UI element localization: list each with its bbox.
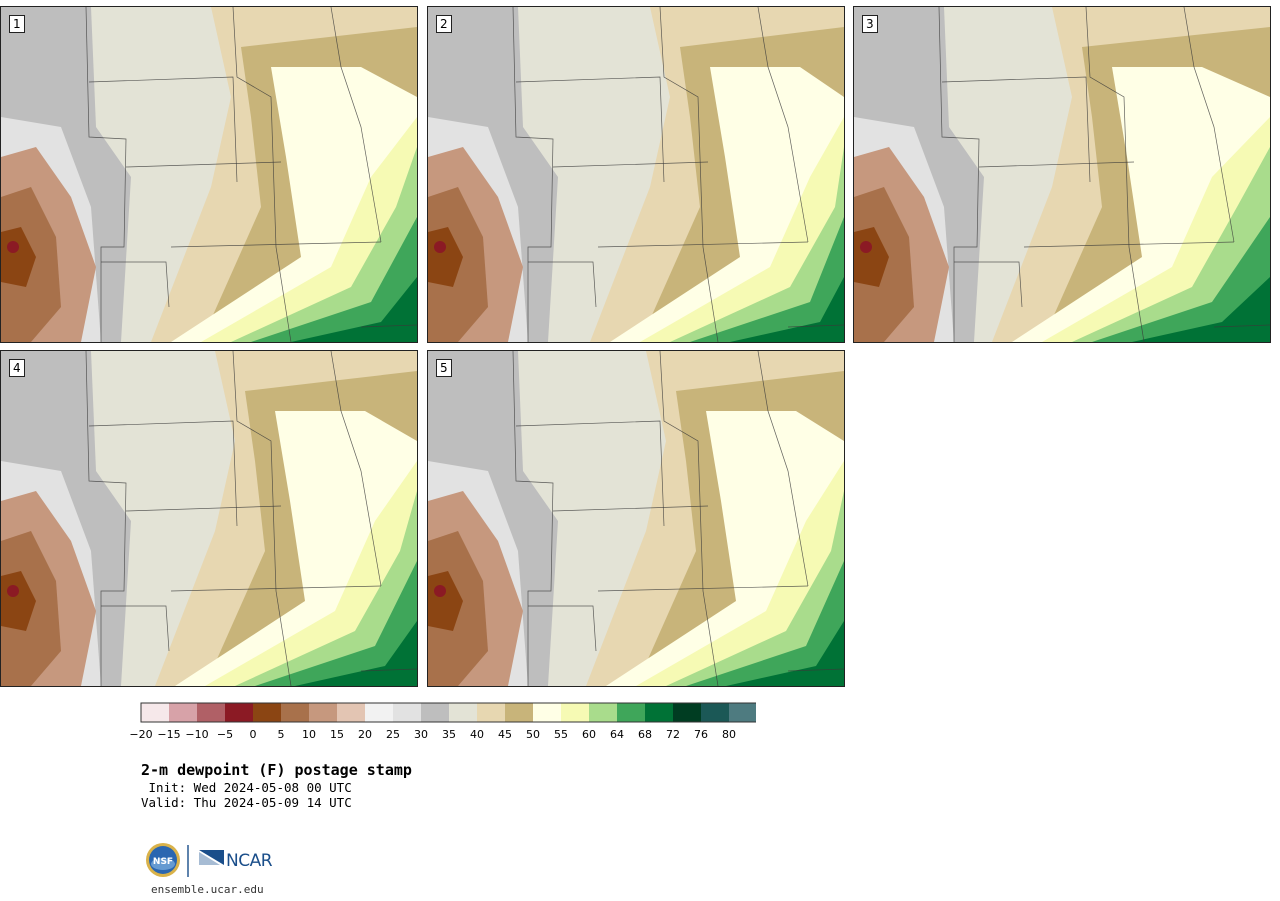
dewpoint-field	[428, 351, 844, 686]
colorbar-swatch	[533, 703, 561, 722]
colorbar-swatch	[505, 703, 533, 722]
colorbar-tick-label: −20	[129, 728, 153, 741]
nsf-ncar-logos: NSF	[146, 843, 224, 877]
colorbar-swatch	[617, 703, 645, 722]
colorbar-swatch	[561, 703, 589, 722]
colorbar-swatch	[645, 703, 673, 722]
colorbar-swatch	[421, 703, 449, 722]
colorbar-tick-label: 64	[610, 728, 624, 741]
map-panel-3: 3	[853, 6, 1271, 343]
init-time: Init: Wed 2024-05-08 00 UTC	[141, 780, 352, 795]
colorbar-tick-label: 35	[442, 728, 456, 741]
dewpoint-field	[854, 7, 1270, 342]
colorbar-tick-label: 50	[526, 728, 540, 741]
dewpoint-field	[428, 7, 844, 342]
colorbar-swatch	[729, 703, 756, 722]
colorbar-swatch	[701, 703, 729, 722]
panel-label: 5	[436, 359, 452, 377]
colorbar-tick-label: 45	[498, 728, 512, 741]
ncar-logo-icon	[199, 850, 224, 865]
panel-label: 1	[9, 15, 25, 33]
colorbar-swatch	[309, 703, 337, 722]
colorbar-swatch	[253, 703, 281, 722]
colorbar	[140, 702, 756, 723]
dewpoint-field	[1, 7, 417, 342]
colorbar-tick-label: 10	[302, 728, 316, 741]
map-panel-2: 2	[427, 6, 845, 343]
chart-title: 2-m dewpoint (F) postage stamp	[141, 761, 412, 779]
colorbar-tick-label: −15	[157, 728, 181, 741]
ncar-logo-text: NCAR	[226, 851, 273, 871]
nsf-logo-text: NSF	[153, 857, 173, 867]
colorbar-tick-label: 68	[638, 728, 652, 741]
valid-time: Valid: Thu 2024-05-09 14 UTC	[141, 795, 352, 810]
colorbar-swatch	[197, 703, 225, 722]
colorbar-swatch	[365, 703, 393, 722]
colorbar-swatch	[477, 703, 505, 722]
panel-label: 3	[862, 15, 878, 33]
colorbar-tick-label: 0	[249, 728, 257, 741]
colorbar-tick-label: −5	[216, 728, 234, 741]
colorbar-tick-label: 40	[470, 728, 484, 741]
colorbar-tick-label: −10	[185, 728, 209, 741]
colorbar-swatch	[673, 703, 701, 722]
colorbar-tick-label: 76	[694, 728, 708, 741]
colorbar-tick-label: 25	[386, 728, 400, 741]
colorbar-tick-label: 20	[358, 728, 372, 741]
panel-label: 2	[436, 15, 452, 33]
map-panel-4: 4	[0, 350, 418, 687]
site-url: ensemble.ucar.edu	[151, 883, 264, 896]
colorbar-swatch	[393, 703, 421, 722]
colorbar-tick-label: 15	[330, 728, 344, 741]
colorbar-swatch	[281, 703, 309, 722]
nsf-logo-icon	[146, 843, 180, 877]
colorbar-tick-label: 80	[722, 728, 736, 741]
colorbar-swatch	[169, 703, 197, 722]
colorbar-swatch	[449, 703, 477, 722]
map-panel-1: 1	[0, 6, 418, 343]
panel-label: 4	[9, 359, 25, 377]
map-panel-5: 5	[427, 350, 845, 687]
colorbar-swatch	[141, 703, 169, 722]
colorbar-swatch	[225, 703, 253, 722]
colorbar-tick-label: 30	[414, 728, 428, 741]
colorbar-swatch	[337, 703, 365, 722]
colorbar-tick-label: 72	[666, 728, 680, 741]
colorbar-tick-label: 55	[554, 728, 568, 741]
dewpoint-field	[1, 351, 417, 686]
colorbar-tick-label: 5	[277, 728, 285, 741]
colorbar-tick-label: 60	[582, 728, 596, 741]
colorbar-swatch	[589, 703, 617, 722]
